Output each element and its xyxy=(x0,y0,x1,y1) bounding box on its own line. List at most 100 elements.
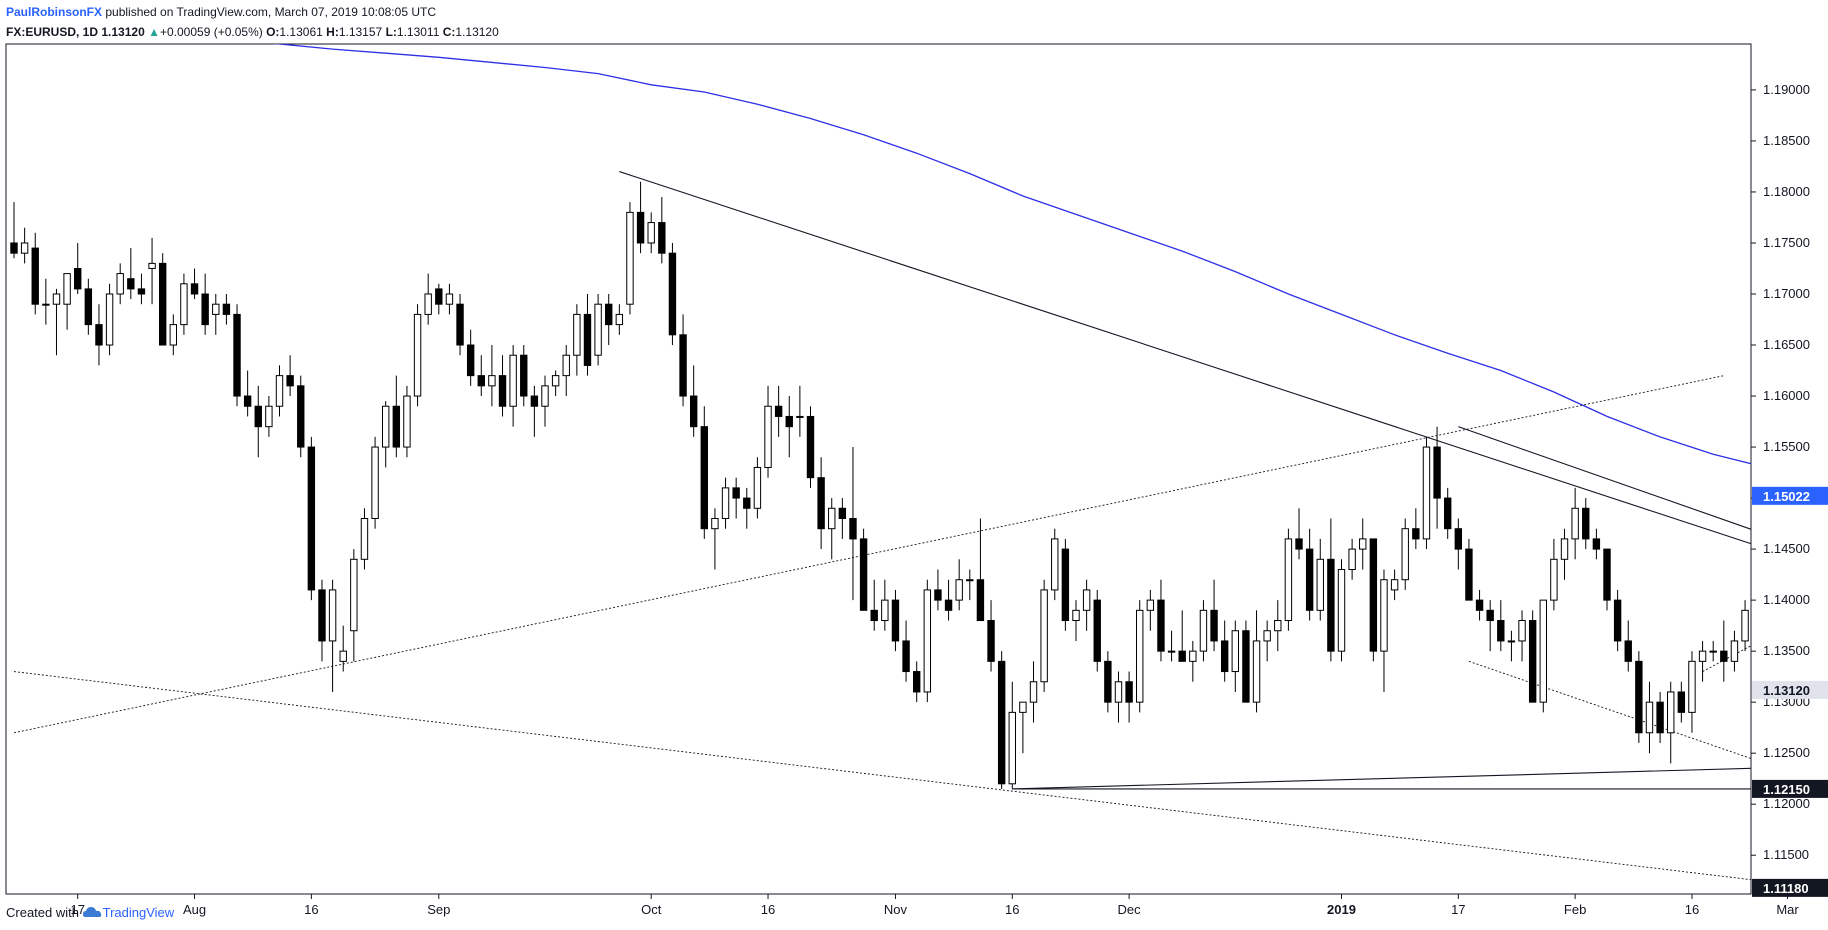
candle xyxy=(1518,610,1526,662)
tradingview-brand-link[interactable]: TradingView xyxy=(102,905,175,920)
candle-body xyxy=(1539,599,1547,703)
time-tick-label: Aug xyxy=(183,902,206,917)
candle-body xyxy=(1698,650,1707,662)
candle xyxy=(753,457,762,519)
trendline-upper-downtrend xyxy=(1458,426,1751,530)
author-link[interactable]: PaulRobinsonFX xyxy=(6,5,102,19)
candle xyxy=(944,579,953,621)
candle-body xyxy=(944,599,953,611)
candle-body xyxy=(764,405,772,468)
candle xyxy=(307,436,316,601)
price-tag: 1.13120 xyxy=(1752,680,1828,699)
candle-body xyxy=(1093,599,1101,662)
candle-body xyxy=(658,222,666,254)
candle-body xyxy=(721,487,730,519)
candle xyxy=(1592,528,1601,560)
candle-body xyxy=(10,242,18,254)
price-tick-label: 1.15500 xyxy=(1763,439,1810,454)
candle xyxy=(1635,651,1643,743)
candle-body xyxy=(1114,681,1123,703)
candle-body xyxy=(615,313,624,326)
candle-body xyxy=(52,293,61,305)
candle xyxy=(1040,579,1048,692)
candle xyxy=(647,212,655,254)
price-axis[interactable]: 1.19000 1.18500 1.18000 1.17500 1.17000 1.165… xyxy=(1751,82,1828,897)
candle-body xyxy=(1763,626,1769,631)
candle xyxy=(679,314,687,407)
price-tick-label: 1.13500 xyxy=(1763,643,1810,658)
candle-body xyxy=(328,589,337,642)
candle xyxy=(498,355,507,417)
candle xyxy=(1359,518,1367,570)
candle xyxy=(360,508,369,570)
candle-body xyxy=(360,517,369,560)
time-tick-label: 16 xyxy=(1005,902,1019,917)
candle xyxy=(1560,528,1569,580)
chart-footer: Created with TradingView xyxy=(6,903,174,923)
candle-body xyxy=(297,385,305,448)
candle-body xyxy=(456,303,464,346)
candle xyxy=(1433,426,1441,529)
candle-body xyxy=(1380,579,1388,652)
candle xyxy=(350,549,358,662)
candle-body xyxy=(382,405,390,448)
candle-body xyxy=(1624,640,1632,662)
time-axis[interactable]: 17Aug16SepOct16Nov16Dec201917Feb16MarApr… xyxy=(70,894,1828,917)
candle xyxy=(743,487,751,529)
candle-body xyxy=(530,395,539,407)
candle-body xyxy=(392,405,401,448)
candle-body xyxy=(1550,558,1558,601)
candle xyxy=(52,288,61,356)
low-label: L: xyxy=(385,25,397,39)
candle xyxy=(1454,518,1463,570)
candle xyxy=(1136,600,1144,713)
candle-body xyxy=(137,288,146,295)
candle-body xyxy=(509,354,517,407)
candle-body xyxy=(881,599,889,622)
candle xyxy=(254,385,262,458)
candle-body xyxy=(838,507,847,519)
time-tick-label: 16 xyxy=(1685,902,1699,917)
candle xyxy=(116,263,124,305)
candle xyxy=(1072,600,1080,641)
candle-body xyxy=(1295,538,1303,550)
candle-body xyxy=(1752,610,1758,630)
candle xyxy=(1730,630,1739,672)
candle-body xyxy=(902,640,910,673)
candle xyxy=(328,579,337,692)
candle xyxy=(392,375,401,458)
price-tag-label: 1.15022 xyxy=(1763,489,1810,504)
candle xyxy=(1507,630,1516,662)
candle xyxy=(1178,610,1186,662)
candle-body xyxy=(74,267,82,290)
time-tick-label: 16 xyxy=(304,902,318,917)
candle-body xyxy=(190,283,199,295)
candle xyxy=(966,569,974,601)
candle xyxy=(413,304,422,407)
candle xyxy=(233,304,241,407)
candle xyxy=(1688,651,1696,733)
candle xyxy=(1348,538,1356,580)
candle-body xyxy=(1274,620,1282,632)
candle-body xyxy=(42,303,50,306)
candle-body xyxy=(435,288,443,305)
candle-body xyxy=(1656,701,1664,734)
candle-body xyxy=(1305,548,1314,611)
candle xyxy=(1082,579,1091,631)
candle xyxy=(1528,610,1537,703)
candle-body xyxy=(1051,538,1059,591)
candle xyxy=(1274,600,1282,652)
candle-body xyxy=(806,415,815,479)
candle-body xyxy=(1667,691,1675,734)
candle xyxy=(1475,589,1484,621)
candle-body xyxy=(562,354,570,377)
candle-body xyxy=(987,620,995,662)
candle-body xyxy=(1369,538,1378,652)
candle-body xyxy=(605,303,613,326)
candle-body xyxy=(403,395,411,448)
candle xyxy=(1242,620,1250,703)
candle-body xyxy=(1125,681,1133,703)
price-tick-label: 1.14500 xyxy=(1763,541,1810,556)
candle xyxy=(456,294,464,356)
